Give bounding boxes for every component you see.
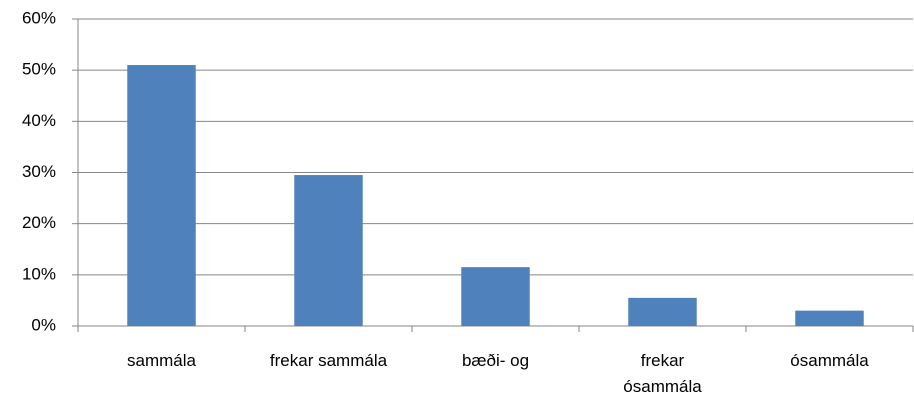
bar <box>461 267 530 326</box>
y-tick-label: 10% <box>22 264 56 283</box>
bar <box>795 310 864 326</box>
bar <box>294 175 363 326</box>
x-tick-label: frekar sammála <box>269 351 388 370</box>
x-tick-label: sammála <box>127 351 196 370</box>
x-tick-label: frekar ósammála <box>623 351 702 396</box>
y-tick-label: 0% <box>31 315 56 334</box>
x-tick-label: ósammála <box>790 351 869 370</box>
y-tick-label: 50% <box>22 60 56 79</box>
bar <box>127 65 196 327</box>
bar <box>628 297 697 326</box>
y-tick-label: 60% <box>22 8 56 27</box>
y-tick-label: 40% <box>22 111 56 130</box>
y-tick-label: 30% <box>22 162 56 181</box>
y-tick-label: 20% <box>22 213 56 232</box>
x-tick-label: bæði- og <box>461 351 530 370</box>
